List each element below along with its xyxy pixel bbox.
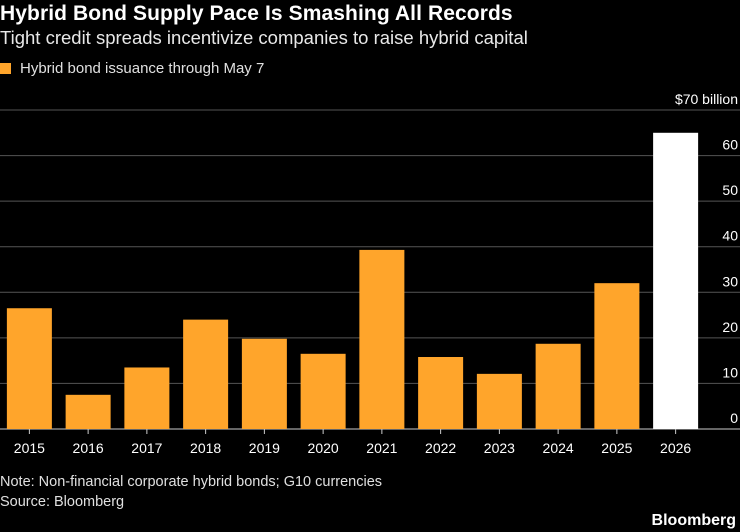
- bar: [359, 249, 405, 429]
- bar: [124, 367, 170, 429]
- bar: [535, 343, 581, 429]
- bar: [65, 394, 111, 429]
- source-line: Source: Bloomberg: [0, 494, 125, 510]
- y-tick-label: 30: [722, 273, 738, 289]
- chart-title: Hybrid Bond Supply Pace Is Smashing All …: [0, 2, 513, 25]
- x-tick-label: 2025: [601, 440, 632, 456]
- x-tick-label: 2017: [131, 440, 162, 456]
- x-tick-label: 2024: [543, 440, 574, 456]
- y-max-label: $70 billion: [675, 91, 738, 107]
- bar: [183, 319, 229, 429]
- x-tick-label: 2019: [249, 440, 280, 456]
- y-tick-label: 20: [722, 319, 738, 335]
- x-tick-label: 2026: [660, 440, 691, 456]
- bar: [241, 338, 287, 429]
- bar: [476, 373, 522, 429]
- footnote: Note: Non-financial corporate hybrid bon…: [0, 474, 383, 490]
- y-tick-label: 0: [730, 410, 738, 426]
- x-tick-label: 2021: [366, 440, 397, 456]
- bar: [300, 353, 346, 429]
- legend: Hybrid bond issuance through May 7: [0, 60, 264, 77]
- bloomberg-logo: Bloomberg: [651, 512, 736, 529]
- bar: [418, 356, 464, 429]
- x-tick-label: 2023: [484, 440, 515, 456]
- x-tick-label: 2015: [14, 440, 45, 456]
- y-tick-label: 40: [722, 228, 738, 244]
- y-tick-label: 60: [722, 137, 738, 153]
- x-tick-label: 2016: [73, 440, 104, 456]
- x-tick-label: 2018: [190, 440, 221, 456]
- bar-chart: 0 10 20 30 40 50 60 $70 billion 2015 2016 2017 2018…: [0, 91, 740, 456]
- legend-swatch: [0, 63, 11, 74]
- legend-label: Hybrid bond issuance through May 7: [20, 60, 265, 77]
- chart-subtitle: Tight credit spreads incentivize compani…: [0, 27, 528, 48]
- bar: [653, 132, 699, 429]
- x-tick-label: 2022: [425, 440, 456, 456]
- bar: [594, 283, 640, 429]
- y-tick-label: 10: [722, 364, 738, 380]
- y-tick-label: 50: [722, 182, 738, 198]
- x-tick-label: 2020: [308, 440, 339, 456]
- bar: [6, 308, 52, 429]
